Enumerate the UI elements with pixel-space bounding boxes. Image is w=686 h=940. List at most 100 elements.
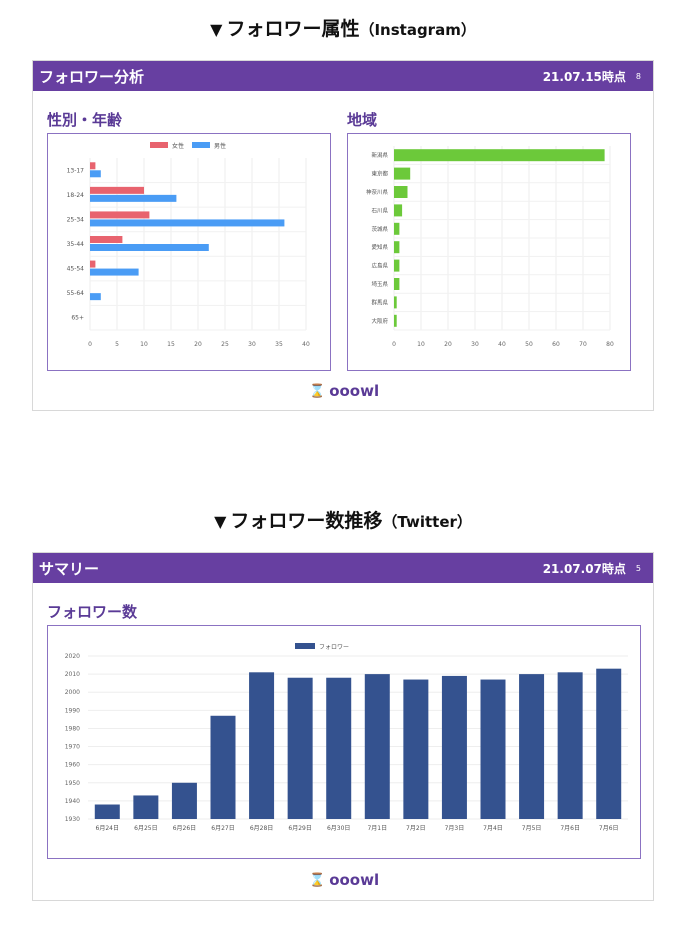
y-tick-label: 新潟県 [371, 151, 388, 159]
legend-label: 女性 [172, 142, 184, 150]
x-tick-label: 7月4日 [483, 825, 503, 832]
bar-9 [441, 675, 467, 819]
card-header-band: フォロワー分析 21.07.15時点 8 [33, 61, 653, 91]
age-gender-chart: 0 5 10 15 20 25 30 35 40 13-17 18-24 25-34 35-44 45-5… [67, 142, 310, 348]
bar-5 [287, 677, 313, 819]
y-tick-label: 1980 [65, 725, 80, 732]
x-tick-label: 20 [444, 341, 452, 348]
bar-4 [249, 672, 275, 819]
bar-1-5 [90, 293, 101, 301]
region-title: 地域 [347, 111, 378, 129]
bar-11 [519, 674, 545, 819]
age-gender-title: 性別・年齢 [47, 111, 123, 129]
bar-0-0 [90, 162, 96, 170]
follower-count-title: フォロワー数 [47, 603, 138, 621]
bar-8 [403, 679, 429, 819]
y-tick-label: 1950 [65, 780, 80, 787]
x-tick-label: 70 [579, 341, 587, 348]
legend-swatch [150, 142, 168, 148]
y-tick-label: 55-64 [67, 290, 85, 297]
legend-label: フォロワー [319, 644, 349, 651]
bar-0-4 [90, 260, 96, 268]
bar-5 [394, 241, 400, 254]
y-tick-label: 18-24 [67, 192, 85, 199]
y-tick-label: 1970 [65, 744, 80, 751]
y-tick-label: 広島県 [371, 262, 388, 270]
bar-0 [94, 804, 120, 819]
x-tick-label: 0 [392, 341, 396, 348]
section2-heading-sub: （Twitter） [382, 513, 472, 531]
bar-2 [394, 186, 408, 198]
card-date: 21.07.07時点 [542, 561, 626, 576]
x-tick-label: 6月29日 [288, 825, 311, 832]
y-tick-label: 45-54 [67, 266, 85, 273]
y-tick-label: 石川県 [371, 207, 388, 214]
bar-6 [394, 259, 400, 272]
bar-1-0 [90, 170, 101, 178]
bar-0-3 [90, 236, 123, 243]
legend-swatch [295, 643, 315, 649]
legend-label: 男性 [214, 142, 226, 150]
region-chart-panel: 0 10 20 30 40 50 60 70 80 新潟県 東京都 神奈川県 石川県 茨城県 愛知県 広島県埼… [347, 133, 631, 371]
age-gender-chart-panel: 0 5 10 15 20 25 30 35 40 13-17 18-24 25-34 35-44 45-5… [47, 133, 331, 371]
bar-6 [326, 677, 352, 819]
x-tick-label: 80 [606, 341, 614, 348]
card-title: フォロワー分析 [39, 67, 145, 86]
triangle-down-icon: ▼ [210, 20, 223, 39]
x-tick-label: 7月1日 [367, 825, 387, 832]
x-tick-label: 6月24日 [96, 825, 119, 832]
bar-0-1 [90, 186, 144, 194]
y-tick-label: 1990 [65, 707, 80, 714]
legend-swatch [192, 142, 210, 148]
bar-2 [171, 782, 197, 819]
bar-3 [210, 715, 236, 819]
x-tick-label: 25 [221, 341, 229, 348]
bar-1 [133, 795, 159, 819]
bar-0-2 [90, 211, 150, 219]
x-tick-label: 7月6日 [599, 825, 619, 832]
section2-heading: ▼ フォロワー数推移（Twitter） [0, 506, 686, 533]
x-tick-label: 15 [167, 341, 175, 348]
follower-count-chart: 1930 1940 1950 1960 1970 1980 1990 2000 2010 2020… [65, 643, 628, 832]
bar-1-4 [90, 268, 139, 276]
y-tick-label: 1930 [65, 816, 80, 823]
y-tick-label: 2000 [65, 689, 80, 696]
logo-text: ooowl [329, 871, 380, 889]
section1-heading-sub: （Instagram） [359, 21, 476, 39]
card-header-band: サマリー 21.07.07時点 5 [33, 553, 653, 583]
bar-8 [394, 296, 397, 309]
summary-card: サマリー 21.07.07時点 5 フォロワー数 1930 1940 1950 1960… [32, 552, 654, 901]
card-title: サマリー [39, 559, 100, 578]
y-tick-label: 2010 [65, 671, 80, 678]
region-chart: 0 10 20 30 40 50 60 70 80 新潟県東京都神奈川県石川県茨城県愛知県広島県埼… [366, 146, 614, 348]
y-tick-label: 13-17 [67, 167, 85, 174]
x-tick-label: 6月28日 [250, 825, 273, 832]
x-tick-label: 40 [498, 341, 506, 348]
x-tick-label: 0 [88, 341, 92, 348]
y-tick-label: 神奈川県 [366, 188, 389, 196]
bar-10 [480, 679, 506, 819]
y-tick-label: 大阪府 [371, 317, 388, 325]
y-tick-label: 25-34 [67, 216, 85, 223]
y-tick-label: 1960 [65, 762, 80, 769]
y-tick-label: 茨城県 [371, 225, 388, 233]
x-tick-label: 40 [302, 341, 310, 348]
x-tick-label: 6月27日 [211, 825, 234, 832]
x-tick-label: 10 [140, 341, 148, 348]
bar-1-2 [90, 219, 285, 227]
page-number: 5 [635, 563, 641, 573]
x-tick-label: 30 [471, 341, 479, 348]
y-tick-label: 2020 [65, 653, 80, 660]
bar-0 [394, 149, 605, 162]
x-tick-label: 20 [194, 341, 202, 348]
page-number: 8 [635, 71, 641, 81]
section1-heading: ▼ フォロワー属性（Instagram） [0, 14, 686, 41]
y-tick-label: 35-44 [67, 241, 85, 248]
x-tick-label: 7月5日 [522, 825, 542, 832]
y-tick-label: 埼玉県 [371, 280, 388, 288]
bar-1-3 [90, 244, 209, 251]
ooowl-logo: ⌛ ooowl [309, 871, 379, 889]
hourglass-icon: ⌛ [309, 872, 326, 888]
y-tick-label: 65+ [71, 315, 84, 322]
x-tick-label: 10 [417, 341, 425, 348]
